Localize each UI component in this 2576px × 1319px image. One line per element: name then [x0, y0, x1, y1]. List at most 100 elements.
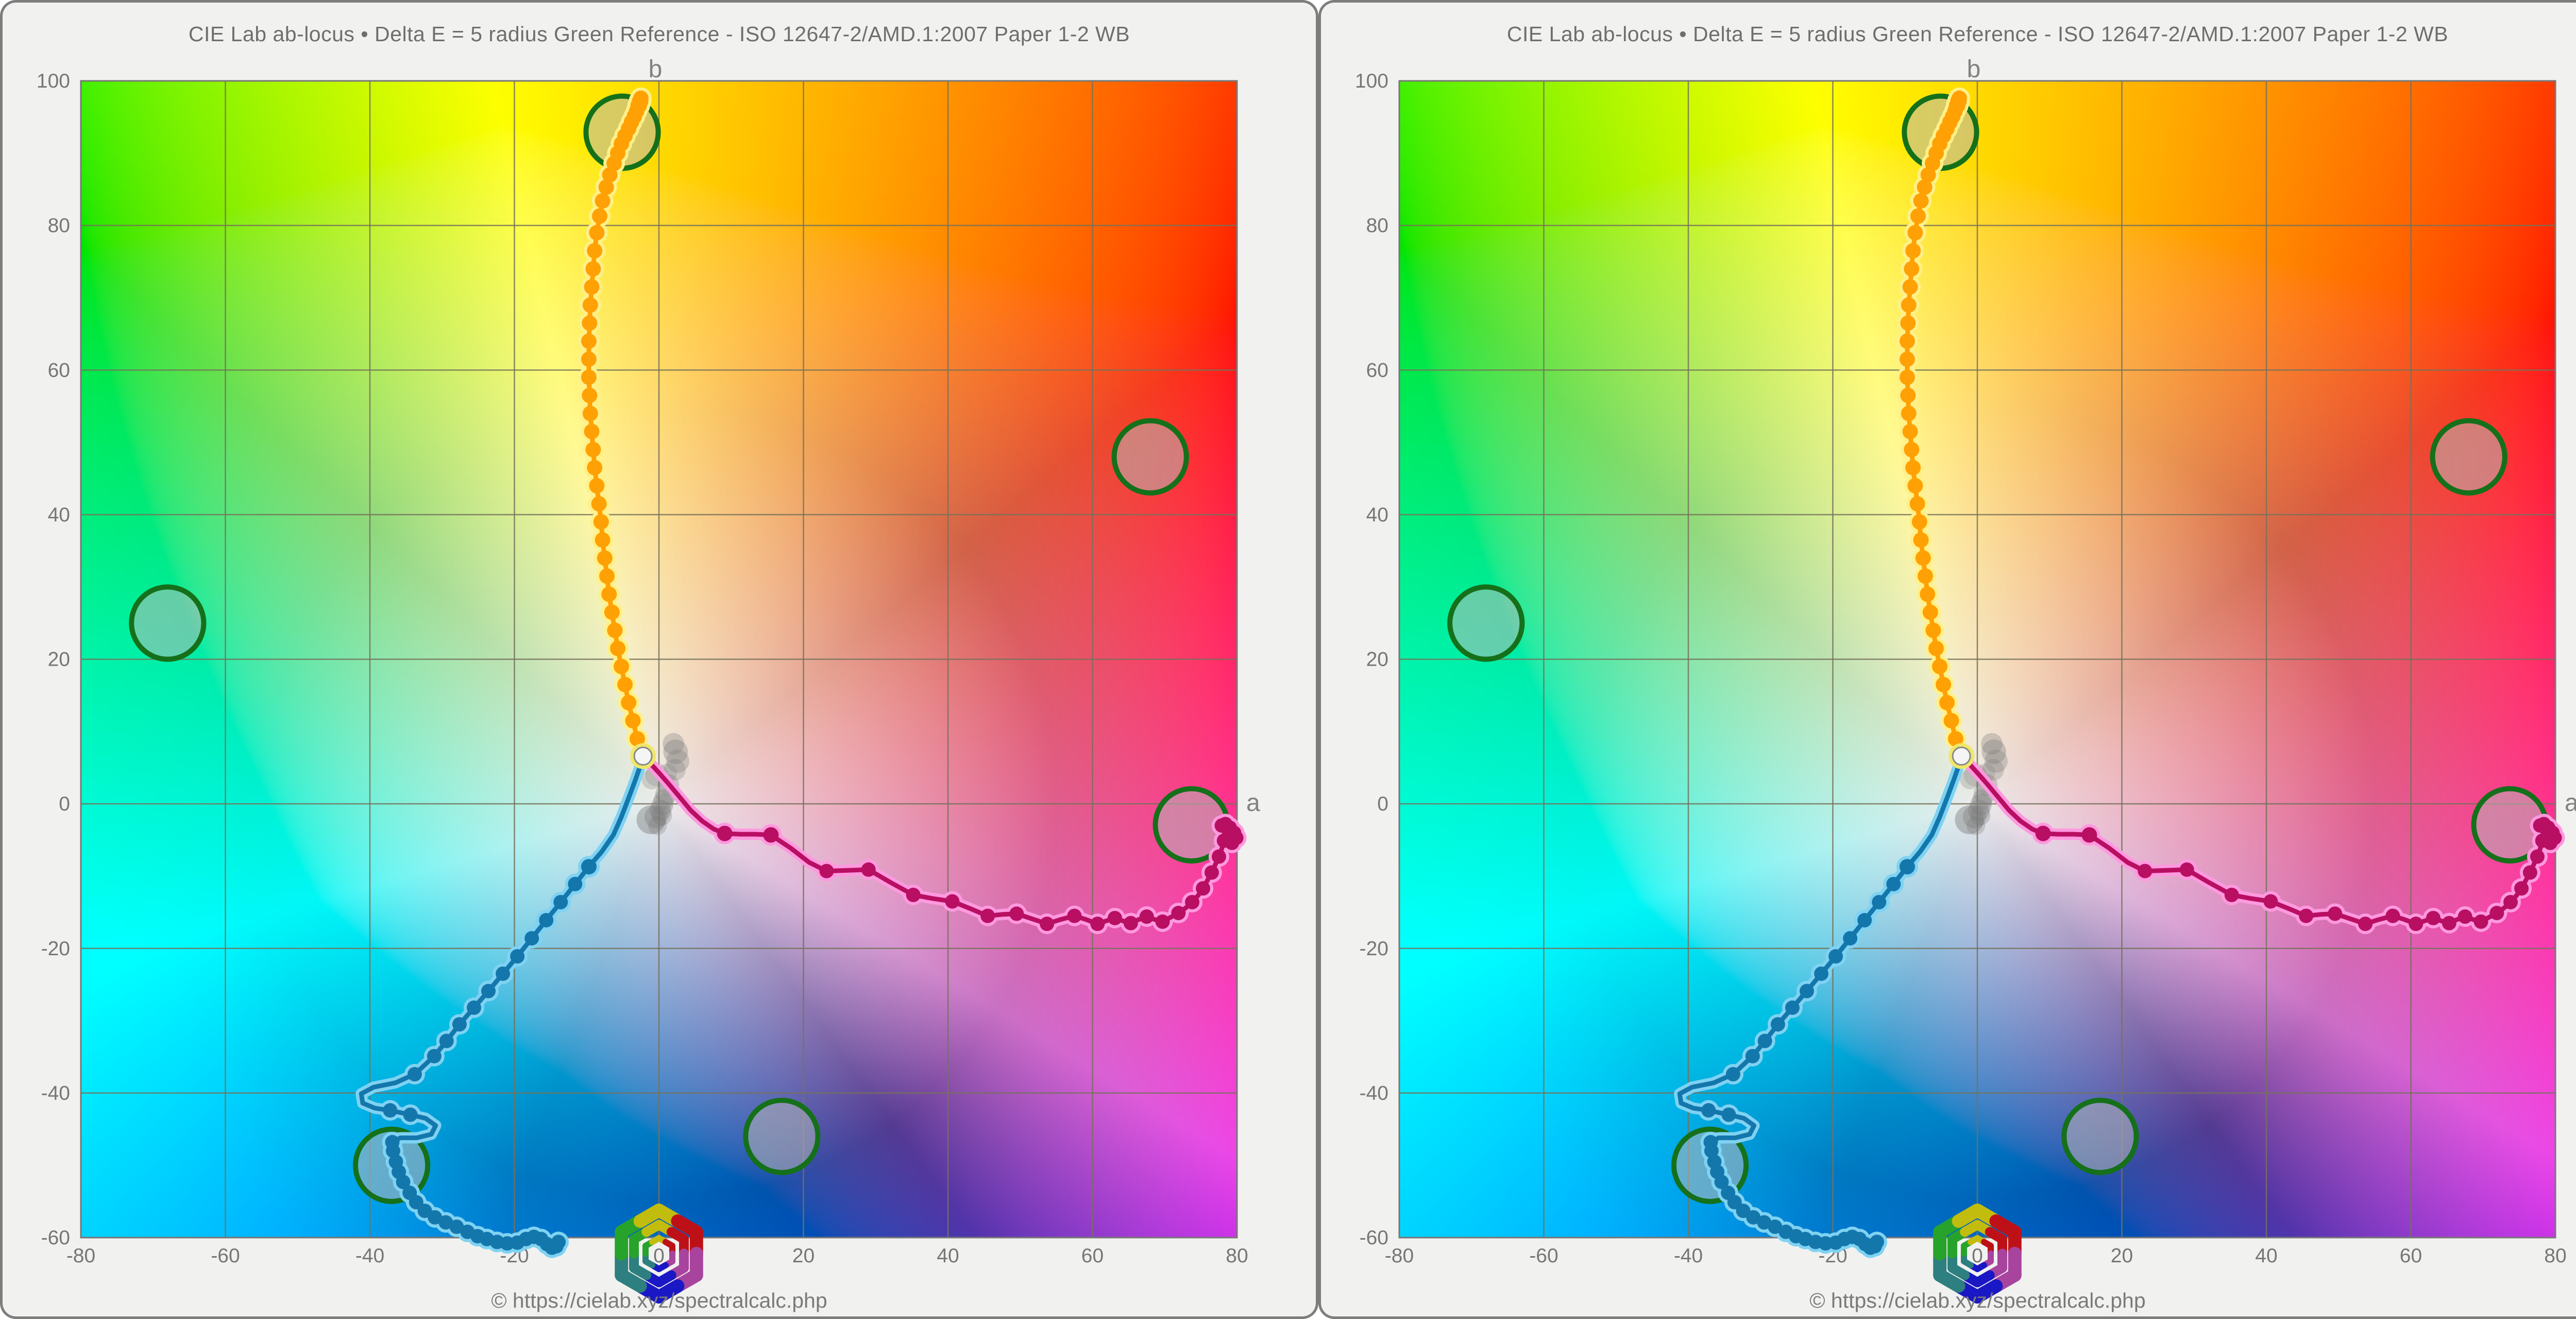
- chart-title: CIE Lab ab-locus • Delta E = 5 radius Gr…: [1506, 22, 2449, 46]
- series-blue-branch: [1674, 750, 1968, 1258]
- series-dot: [2530, 849, 2545, 864]
- y-tick-label: 20: [48, 649, 70, 671]
- series-dot: [2138, 864, 2153, 878]
- series-dot: [385, 1143, 400, 1158]
- measurement-smudge: [666, 749, 689, 773]
- series-dot: [1902, 279, 1918, 295]
- series-crimson-branch: [637, 750, 1247, 935]
- series-dot: [581, 333, 597, 349]
- series-dot: [1204, 865, 1219, 880]
- x-tick-label: 80: [2544, 1245, 2566, 1267]
- delta-e-circle: [2430, 418, 2507, 496]
- series-dot: [617, 677, 633, 692]
- series-dot: [1123, 916, 1138, 931]
- delta-e-circle: [2061, 1097, 2139, 1175]
- series-dot: [581, 351, 597, 367]
- y-tick-label: 40: [48, 504, 70, 526]
- series-dot: [439, 1034, 454, 1049]
- measurement-smudge: [1981, 739, 2007, 764]
- measurement-smudge: [654, 789, 674, 810]
- series-dot: [589, 478, 605, 494]
- series-dot: [1107, 910, 1122, 925]
- x-tick-label: 60: [1081, 1245, 1104, 1267]
- series-dot: [2543, 835, 2558, 850]
- series-dot: [625, 713, 641, 729]
- logo-segment: [641, 1220, 664, 1237]
- cielab-logo-icon: [1933, 1204, 2022, 1304]
- series-dot: [1909, 496, 1925, 512]
- measurement-smudge: [644, 805, 668, 828]
- series-dot: [1913, 193, 1929, 209]
- x-tick-label: -60: [1529, 1245, 1558, 1267]
- series-dot: [1920, 586, 1936, 602]
- series-dot: [2458, 909, 2472, 924]
- series-dot: [539, 913, 554, 928]
- series-dot: [1936, 677, 1952, 692]
- panel-left: CIE Lab ab-locus • Delta E = 5 radius Gr…: [3, 3, 1316, 1316]
- logo-segment: [1960, 1220, 1982, 1237]
- series-dot: [2473, 914, 2488, 929]
- series-dot: [1225, 835, 1240, 850]
- series-dot: [598, 179, 614, 195]
- series-dot: [383, 1103, 398, 1118]
- series-dot: [1939, 695, 1955, 711]
- series-dot: [1928, 640, 1944, 656]
- series-dot: [1872, 894, 1887, 909]
- series-dot: [581, 859, 597, 875]
- series-dot: [1785, 1000, 1800, 1015]
- series-dot: [2081, 827, 2097, 843]
- series-dot: [599, 568, 615, 584]
- series-dot: [585, 261, 601, 277]
- series-dot: [610, 640, 626, 656]
- measurement-smudge: [664, 759, 686, 781]
- series-dot: [1905, 460, 1921, 476]
- series-dot: [604, 604, 620, 620]
- series-dot: [524, 931, 539, 946]
- series-dot: [438, 1215, 453, 1230]
- series-dot: [584, 424, 600, 439]
- series-dot: [2299, 908, 2314, 923]
- series-dot: [1904, 261, 1920, 277]
- series-dot: [1918, 568, 1934, 584]
- series-dot: [449, 1219, 464, 1234]
- series-dot: [1704, 1143, 1719, 1158]
- series-dot: [1746, 1210, 1761, 1225]
- series-dot: [1211, 849, 1226, 864]
- measurement-smudge: [1970, 805, 1991, 826]
- delta-e-circle: [1111, 418, 1189, 496]
- series-dot: [1951, 90, 1967, 106]
- gridlines: [81, 81, 1237, 1238]
- series-orange-branch: [1896, 87, 1970, 758]
- series-dot: [1701, 1103, 1716, 1118]
- series-dot: [1870, 1235, 1885, 1249]
- series-dot: [593, 514, 609, 530]
- gridlines: [1399, 81, 2555, 1238]
- y-tick-label: 100: [1355, 70, 1388, 92]
- series-dot: [1009, 906, 1024, 921]
- x-tick-label: 20: [792, 1245, 815, 1267]
- series-dot: [1915, 550, 1931, 566]
- series-dot: [2263, 894, 2278, 909]
- measurement-smudge: [663, 739, 688, 764]
- series-dot: [1814, 966, 1829, 981]
- series-dot: [1768, 1219, 1783, 1234]
- series-dot: [597, 550, 613, 566]
- series-dot: [1922, 604, 1938, 620]
- y-tick-label: -20: [41, 938, 70, 960]
- series-dot: [452, 1017, 467, 1032]
- y-axis-label: b: [1967, 56, 1981, 83]
- series-dot: [1800, 984, 1815, 999]
- series-dot: [1899, 369, 1915, 385]
- series-dot: [2385, 908, 2400, 923]
- series-dot: [2035, 825, 2051, 841]
- series-dot: [1910, 208, 1926, 224]
- series-dot: [1745, 1049, 1760, 1063]
- y-tick-label: 80: [48, 215, 70, 237]
- delta-e-circle: [1447, 584, 1525, 662]
- series-dot: [1721, 1107, 1736, 1122]
- white-point-marker: [1952, 747, 1971, 766]
- series-dot: [1714, 1174, 1729, 1189]
- x-tick-label: 20: [2111, 1245, 2133, 1267]
- series-dot: [591, 496, 607, 512]
